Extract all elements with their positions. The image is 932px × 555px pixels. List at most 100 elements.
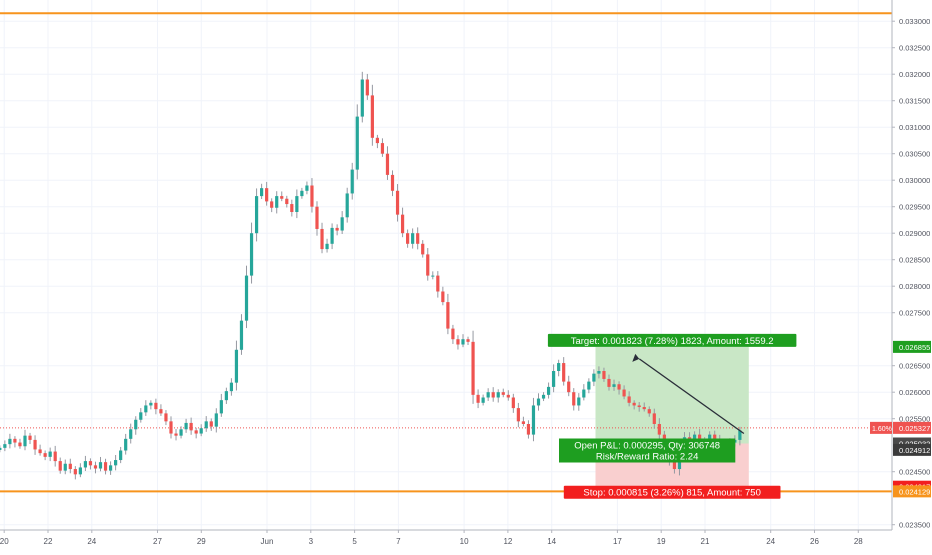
- candle-body[interactable]: [129, 429, 133, 439]
- candle-body[interactable]: [567, 381, 571, 393]
- candle-body[interactable]: [436, 275, 440, 292]
- candle-body[interactable]: [300, 190, 304, 197]
- candle-body[interactable]: [592, 373, 596, 382]
- candle-body[interactable]: [516, 408, 520, 422]
- candle-body[interactable]: [330, 227, 334, 244]
- candle-body[interactable]: [320, 228, 324, 250]
- candle-body[interactable]: [390, 174, 395, 191]
- candle-body[interactable]: [159, 409, 163, 414]
- candle-body[interactable]: [275, 196, 279, 208]
- candle-body[interactable]: [562, 363, 566, 382]
- candle-body[interactable]: [93, 465, 98, 469]
- candle-body[interactable]: [365, 79, 369, 96]
- candle-body[interactable]: [83, 461, 88, 468]
- candle-body[interactable]: [380, 143, 385, 154]
- candle-body[interactable]: [486, 392, 490, 398]
- candle-body[interactable]: [270, 201, 274, 208]
- candle-body[interactable]: [461, 339, 465, 345]
- price-marker-bg[interactable]: [893, 485, 931, 498]
- candle-body[interactable]: [265, 188, 269, 202]
- candle-body[interactable]: [506, 394, 510, 398]
- candle-body[interactable]: [239, 320, 244, 350]
- candle-body[interactable]: [224, 391, 228, 401]
- candle-body[interactable]: [340, 217, 344, 231]
- candle-body[interactable]: [244, 275, 249, 321]
- candle-body[interactable]: [214, 413, 218, 427]
- candle-body[interactable]: [577, 397, 581, 406]
- candle-body[interactable]: [426, 254, 430, 276]
- candle-body[interactable]: [652, 413, 656, 424]
- candle-body[interactable]: [360, 79, 364, 117]
- candle-body[interactable]: [179, 429, 183, 436]
- candle-body[interactable]: [124, 438, 128, 451]
- candle-body[interactable]: [154, 402, 158, 410]
- candle-body[interactable]: [552, 371, 556, 387]
- candle-body[interactable]: [204, 421, 208, 429]
- candle-body[interactable]: [617, 384, 621, 390]
- candle-body[interactable]: [33, 439, 37, 450]
- candle-body[interactable]: [738, 430, 742, 440]
- candle-body[interactable]: [3, 444, 7, 448]
- candle-body[interactable]: [144, 405, 148, 413]
- candle-body[interactable]: [572, 392, 576, 406]
- candle-body[interactable]: [446, 302, 450, 329]
- candle-body[interactable]: [295, 196, 299, 212]
- candle-body[interactable]: [98, 462, 103, 469]
- candle-body[interactable]: [557, 363, 561, 371]
- candle-body[interactable]: [28, 435, 32, 440]
- candle-body[interactable]: [541, 394, 546, 399]
- candle-body[interactable]: [587, 381, 591, 390]
- profit-zone[interactable]: [595, 346, 749, 444]
- price-marker-bg[interactable]: [893, 443, 931, 456]
- price-marker-bg[interactable]: [893, 421, 931, 434]
- candle-body[interactable]: [526, 424, 531, 435]
- candle-body[interactable]: [335, 227, 339, 231]
- candle-body[interactable]: [234, 349, 239, 383]
- candle-body[interactable]: [38, 449, 42, 454]
- candle-body[interactable]: [78, 467, 82, 475]
- candle-body[interactable]: [119, 450, 123, 461]
- candle-body[interactable]: [315, 206, 319, 229]
- candle-body[interactable]: [441, 291, 445, 303]
- candle-body[interactable]: [260, 188, 264, 197]
- candle-body[interactable]: [285, 198, 289, 205]
- candle-body[interactable]: [400, 214, 405, 234]
- candle-body[interactable]: [546, 386, 551, 395]
- candle-body[interactable]: [280, 196, 284, 199]
- candle-body[interactable]: [88, 461, 93, 466]
- candle-body[interactable]: [370, 95, 374, 138]
- candle-body[interactable]: [290, 204, 294, 212]
- candle-body[interactable]: [254, 196, 259, 234]
- candle-body[interactable]: [406, 233, 410, 244]
- candle-body[interactable]: [219, 400, 223, 414]
- candle-body[interactable]: [713, 434, 717, 440]
- price-marker-bg[interactable]: [893, 340, 931, 353]
- candle-body[interactable]: [647, 409, 651, 414]
- candle-body[interactable]: [416, 233, 420, 244]
- target-label[interactable]: Target: 0.001823 (7.28%) 1823, Amount: 1…: [547, 333, 797, 347]
- candle-body[interactable]: [607, 378, 611, 387]
- position-zones[interactable]: [595, 346, 749, 487]
- candle-body[interactable]: [597, 371, 601, 374]
- candle-body[interactable]: [174, 433, 178, 436]
- candle-body[interactable]: [411, 233, 415, 244]
- candle-body[interactable]: [632, 402, 636, 406]
- candle-body[interactable]: [491, 392, 495, 398]
- candle-body[interactable]: [496, 392, 500, 398]
- candle-body[interactable]: [657, 424, 661, 435]
- candle-body[interactable]: [209, 421, 213, 427]
- candle-body[interactable]: [13, 438, 17, 443]
- candle-body[interactable]: [521, 421, 526, 424]
- candle-body[interactable]: [672, 461, 677, 470]
- candle-body[interactable]: [466, 339, 470, 342]
- candle-body[interactable]: [536, 398, 541, 406]
- candle-body[interactable]: [305, 185, 309, 191]
- candle-body[interactable]: [471, 341, 475, 395]
- candle-body[interactable]: [310, 185, 314, 207]
- candle-body[interactable]: [48, 451, 52, 457]
- candle-body[interactable]: [114, 460, 118, 466]
- candle-body[interactable]: [451, 328, 455, 340]
- candle-body[interactable]: [476, 394, 480, 403]
- candle-body[interactable]: [612, 384, 616, 387]
